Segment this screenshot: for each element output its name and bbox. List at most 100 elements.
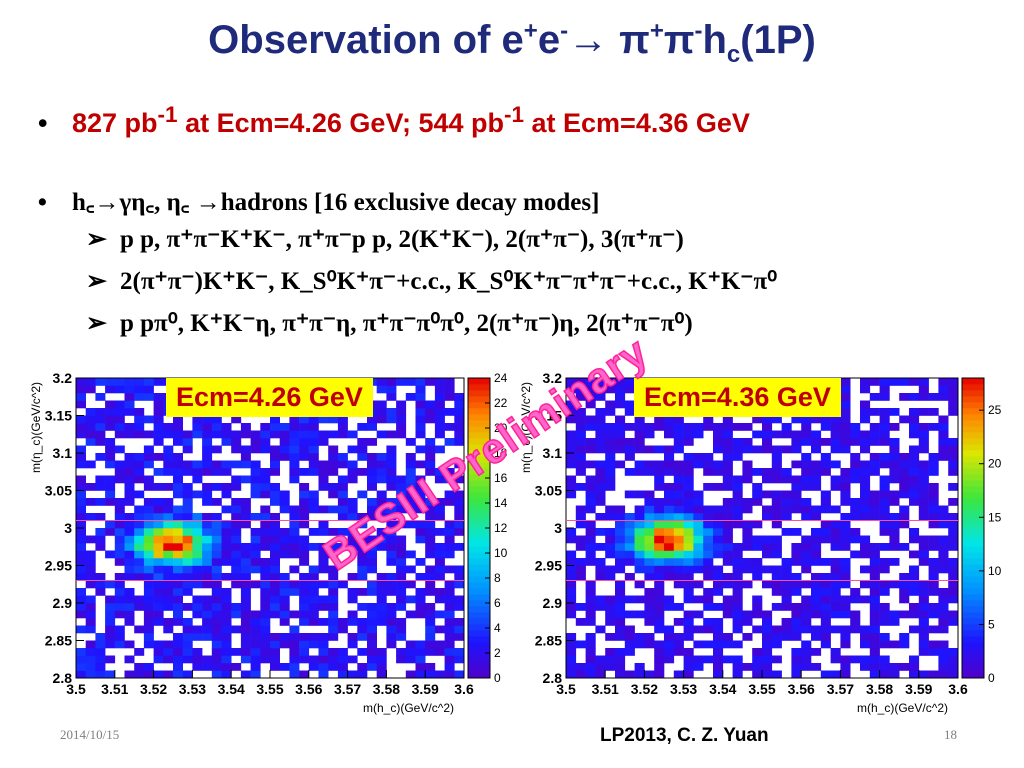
heatmap-cell: [124, 378, 135, 386]
heatmap-cell: [742, 475, 753, 484]
heatmap-cell: [634, 663, 645, 671]
colorbar-segment: [962, 414, 984, 421]
heatmap-cell: [405, 460, 416, 469]
heatmap-cell: [722, 610, 733, 619]
heatmap-cell: [771, 520, 782, 529]
heatmap-cell: [173, 588, 183, 596]
heatmap-cell: [299, 453, 310, 461]
heatmap-cell: [153, 603, 164, 611]
heatmap-cell: [318, 543, 329, 551]
heatmap-cell: [713, 505, 724, 514]
heatmap-cell: [95, 430, 106, 439]
colorbar-segment: [962, 648, 984, 655]
heatmap-cell: [752, 490, 763, 499]
heatmap-cell: [367, 535, 377, 544]
heatmap-cell: [221, 430, 232, 439]
heatmap-cell: [114, 580, 125, 589]
heatmap-cell: [231, 513, 242, 521]
heatmap-cell: [434, 505, 445, 514]
heatmap-cell: [850, 618, 861, 626]
heatmap-cell: [830, 670, 841, 679]
heatmap-cell: [143, 670, 154, 679]
heatmap-cell: [386, 513, 397, 521]
heatmap-cell: [434, 430, 445, 439]
heatmap-cell: [134, 423, 145, 431]
heatmap-cell: [673, 438, 684, 446]
heatmap-cell: [683, 580, 694, 589]
heatmap-cell: [95, 513, 106, 521]
heatmap-cell: [396, 588, 407, 596]
heatmap-cell: [415, 415, 426, 424]
heatmap-cell: [742, 543, 753, 551]
heatmap-cell: [909, 475, 920, 484]
heatmap-cell: [454, 393, 465, 401]
heatmap-cell: [801, 430, 812, 439]
heatmap-cell: [221, 550, 232, 559]
heatmap-cell: [654, 505, 665, 514]
heatmap-cell: [454, 625, 465, 634]
heatmap-cell: [221, 610, 232, 619]
heatmap-cell: [250, 565, 261, 574]
heatmap-cell: [585, 558, 596, 566]
heatmap-cell: [153, 550, 164, 559]
heatmap-cell: [889, 580, 900, 589]
heatmap-cell: [182, 580, 193, 589]
heatmap-cell: [221, 595, 232, 604]
heatmap-cell: [376, 595, 387, 604]
heatmap-cell: [357, 520, 368, 529]
heatmap-cell: [781, 513, 792, 521]
heatmap-cell: [948, 520, 959, 529]
heatmap-cell: [231, 505, 242, 514]
heatmap-cell: [615, 603, 626, 611]
heatmap-cell: [143, 633, 154, 641]
colorbar-tick-label: 10: [494, 546, 508, 560]
heatmap-cell: [308, 610, 319, 619]
heatmap-cell: [732, 438, 743, 446]
heatmap-cell: [928, 460, 939, 469]
heatmap-cell: [732, 423, 743, 431]
sub-bullet-3: ➢ p pπ⁰, K⁺K⁻η, π⁺π⁻η, π⁺π⁻π⁰π⁰, 2(π⁺π⁻)η…: [86, 308, 693, 338]
heatmap-cell: [683, 453, 694, 461]
heatmap-cell: [289, 565, 300, 574]
heatmap-cell: [444, 385, 455, 394]
heatmap-cell: [386, 393, 397, 401]
heatmap-cell: [771, 535, 782, 544]
heatmap-cell: [425, 618, 436, 626]
heatmap-cell: [938, 610, 949, 619]
y-tick-label: 2.85: [45, 633, 72, 649]
heatmap-cell: [95, 528, 106, 536]
heatmap-cell: [405, 453, 416, 461]
heatmap-cell: [918, 430, 929, 439]
heatmap-cell: [566, 663, 577, 671]
heatmap-cell: [771, 475, 782, 484]
heatmap-cell: [909, 670, 920, 679]
title-text: π: [663, 18, 695, 62]
heatmap-cell: [279, 543, 290, 551]
heatmap-cell: [605, 378, 616, 386]
heatmap-cell: [683, 648, 694, 656]
heatmap-cell: [722, 528, 733, 536]
heatmap-cell: [415, 483, 426, 491]
heatmap-cell: [840, 393, 851, 401]
heatmap-cell: [624, 453, 635, 461]
heatmap-cell: [279, 498, 290, 506]
heatmap-cell: [425, 408, 436, 416]
heatmap-cell: [909, 415, 920, 424]
heatmap-cell: [211, 415, 222, 424]
heatmap-cell: [860, 543, 871, 551]
heatmap-cell: [585, 603, 596, 611]
heatmap-cell: [134, 603, 145, 611]
heatmap-cell: [114, 633, 125, 641]
heatmap-cell: [624, 648, 635, 656]
heatmap-cell: [683, 595, 694, 604]
heatmap-cell: [163, 550, 174, 559]
heatmap-cell: [415, 670, 426, 679]
colorbar-segment: [962, 486, 984, 493]
y-tick-label: 3.15: [535, 408, 562, 424]
heatmap-cell: [260, 438, 271, 446]
heatmap-cell: [762, 610, 773, 619]
heatmap-cell: [211, 573, 222, 581]
heatmap-cell: [928, 408, 939, 416]
heatmap-cell: [722, 655, 733, 664]
heatmap-cell: [211, 588, 222, 596]
